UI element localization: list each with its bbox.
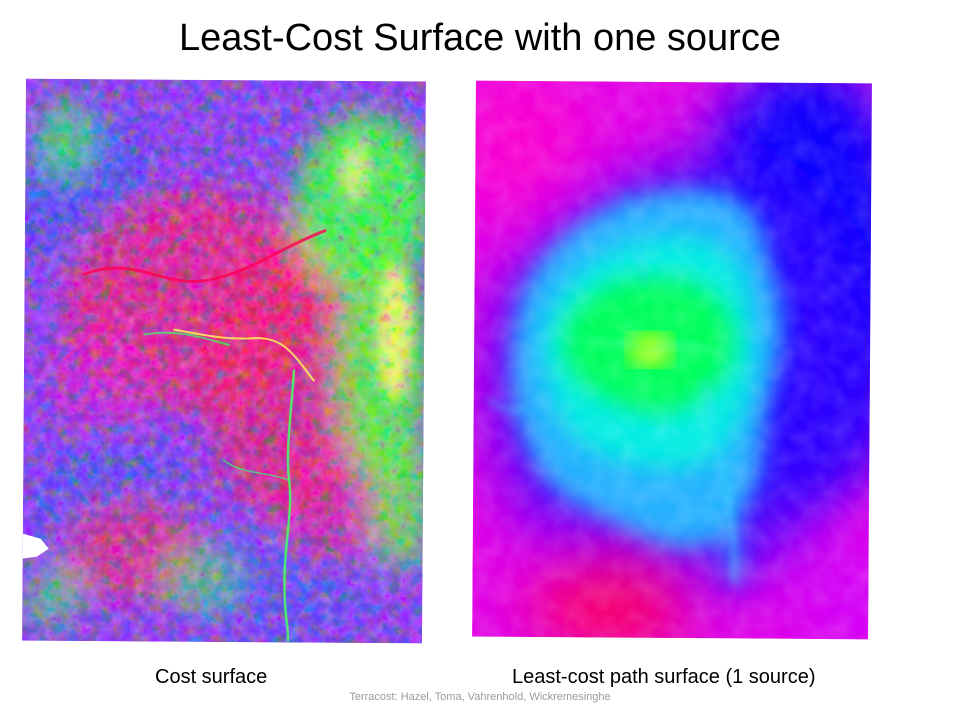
slide-title: Least-Cost Surface with one source [179, 17, 781, 59]
slide-footer: Terracost: Hazel, Toma, Vahrenhold, Wick… [349, 691, 611, 703]
cost-surface-map [22, 78, 426, 644]
cost-surface-image [22, 78, 426, 644]
cost-surface-caption: Cost surface [155, 666, 268, 688]
least-cost-path-map [472, 80, 872, 640]
least-cost-path-image [472, 80, 872, 640]
least-cost-path-caption: Least-cost path surface (1 source) [512, 666, 816, 688]
